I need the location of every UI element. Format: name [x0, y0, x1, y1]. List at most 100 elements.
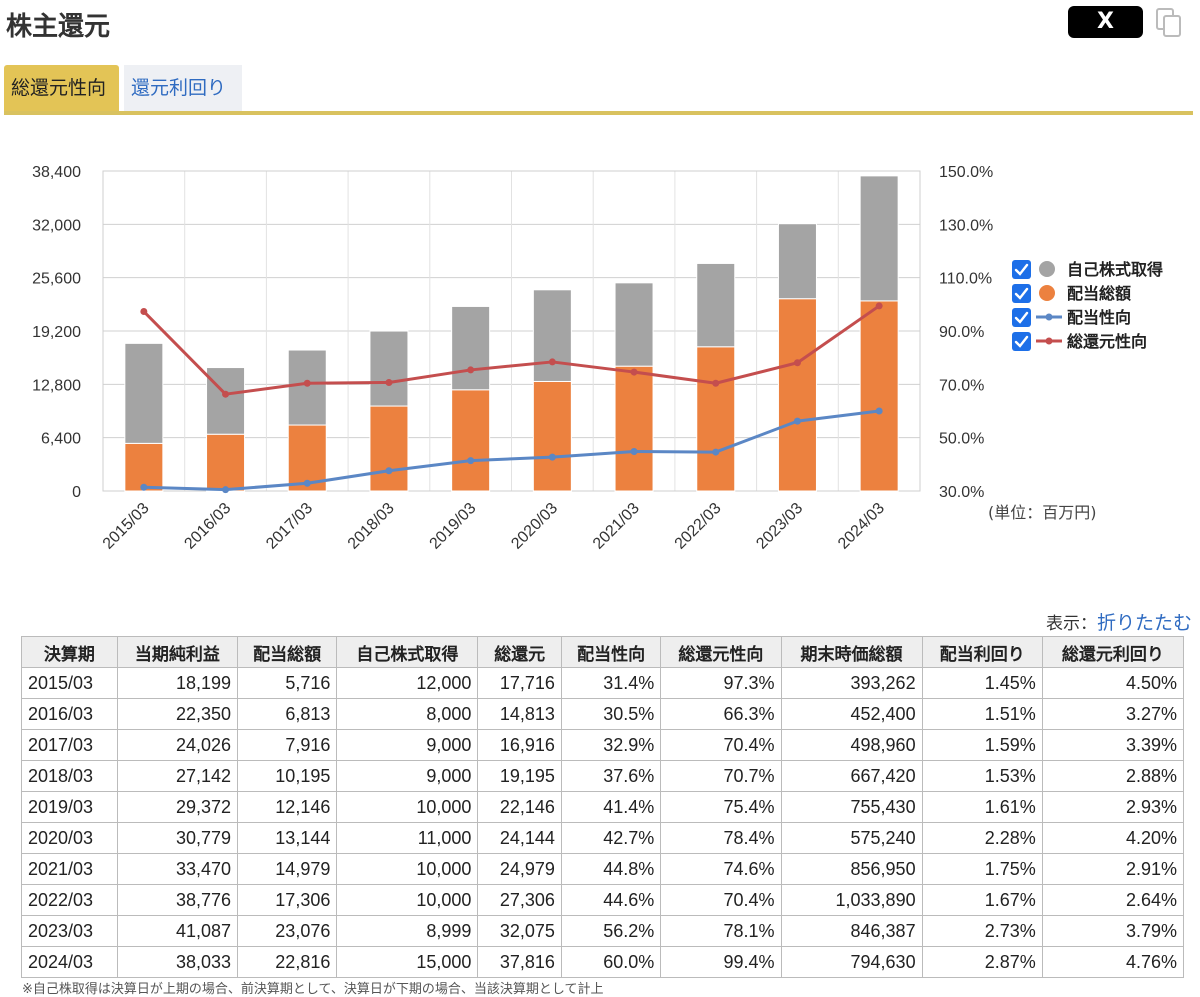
table-cell: 2017/03: [21, 729, 118, 761]
table-cell: 15,000: [336, 946, 479, 978]
table-row: 2021/03 33,470 14,979 10,000 24,979 44.8% 74.6…: [21, 853, 1185, 885]
table-cell: 24,144: [477, 822, 562, 854]
table-cell: 17,716: [477, 667, 562, 699]
tab-total-payout-ratio[interactable]: 総還元性向: [4, 65, 119, 111]
table-row: 2020/03 30,779 13,144 11,000 24,144 42.7% 78.4…: [21, 822, 1185, 854]
checkmark-icon: [1014, 263, 1029, 276]
legend-label: 自己株式取得: [1067, 260, 1163, 279]
legend-swatch: [1039, 285, 1055, 301]
table-cell: 7,916: [236, 729, 338, 761]
table-cell: 37.6%: [560, 760, 662, 792]
x-axis-tick-label: 2024/03: [835, 500, 888, 553]
legend-swatch-dot: [1045, 313, 1053, 321]
table-cell: 2018/03: [21, 760, 118, 792]
table-cell: 2.91%: [1041, 853, 1185, 885]
table-cell: 1.75%: [921, 853, 1043, 885]
table-cell: 24,026: [116, 729, 239, 761]
bar-dividend-total: [369, 405, 409, 492]
x-axis-tick-label: 2017/03: [263, 500, 316, 553]
table-cell: 16,916: [477, 729, 562, 761]
point-total-return-ratio: [385, 378, 393, 386]
x-axis-tick-label: 2016/03: [181, 500, 234, 553]
bar-share-buyback: [287, 349, 327, 426]
right-axis-tick-label: 130.0%: [939, 217, 993, 234]
table-cell: 1.59%: [921, 729, 1043, 761]
table-row: 2024/03 38,033 22,816 15,000 37,816 60.0% 99.4…: [21, 946, 1185, 978]
table-row: 2019/03 29,372 12,146 10,000 22,146 41.4% 75.4…: [21, 791, 1185, 823]
tab-return-yield[interactable]: 還元利回り: [124, 65, 242, 111]
bar-share-buyback: [532, 289, 572, 382]
point-payout-ratio: [140, 483, 148, 491]
table-cell: 755,430: [780, 791, 923, 823]
table-cell: 2016/03: [21, 698, 118, 730]
x-axis-tick-label: 2022/03: [672, 500, 725, 553]
table-cell: 29,372: [116, 791, 239, 823]
table-cell: 70.7%: [660, 760, 782, 792]
collapse-link[interactable]: 折りたたむ: [1096, 612, 1192, 634]
right-axis-tick-label: 150.0%: [939, 164, 993, 181]
table-cell: 56.2%: [560, 915, 662, 947]
table-cell: 10,000: [336, 853, 479, 885]
point-total-return-ratio: [467, 366, 475, 374]
table-cell: 498,960: [780, 729, 923, 761]
table-cell: 41.4%: [560, 791, 662, 823]
point-payout-ratio: [793, 417, 801, 425]
table-cell: 12,146: [236, 791, 338, 823]
display-label: 表示：: [1045, 614, 1097, 634]
table-row: 2015/03 18,199 5,716 12,000 17,716 31.4% 97.3%…: [21, 667, 1185, 699]
point-total-return-ratio: [712, 379, 720, 387]
unit-label: (単位：百万円): [988, 503, 1097, 522]
table-cell: 30,779: [116, 822, 239, 854]
table-cell: 1.61%: [921, 791, 1043, 823]
table-cell: 60.0%: [560, 946, 662, 978]
point-total-return-ratio: [548, 358, 556, 366]
table-cell: 31.4%: [560, 667, 662, 699]
left-axis-tick-label: 32,000: [32, 217, 81, 234]
legend-checkbox[interactable]: [1012, 308, 1031, 327]
table-cell: 4.50%: [1041, 667, 1185, 699]
bar-share-buyback: [859, 175, 899, 302]
checkmark-icon: [1014, 311, 1029, 324]
table-cell: 2015/03: [21, 667, 118, 699]
left-axis-tick-label: 38,400: [32, 164, 81, 181]
table-cell: 66.3%: [660, 698, 782, 730]
table-cell: 2021/03: [21, 853, 118, 885]
table-cell: 97.3%: [660, 667, 782, 699]
table-cell: 33,470: [116, 853, 239, 885]
table-cell: 2023/03: [21, 915, 118, 947]
bar-dividend-total: [206, 433, 246, 492]
right-axis-tick-label: 110.0%: [939, 271, 992, 288]
legend-checkbox[interactable]: [1012, 284, 1031, 303]
table-cell: 667,420: [780, 760, 923, 792]
bar-dividend-total: [614, 365, 654, 492]
table-cell: 37,816: [477, 946, 562, 978]
table-cell: 70.4%: [660, 884, 782, 916]
page-title: 株主還元: [6, 12, 111, 42]
table-cell: 9,000: [336, 760, 479, 792]
table-cell: 22,146: [477, 791, 562, 823]
left-axis-tick-label: 0: [72, 484, 81, 501]
legend-label: 総還元性向: [1067, 332, 1147, 351]
bar-dividend-total: [777, 298, 817, 492]
point-payout-ratio: [630, 448, 638, 456]
table-cell: 1.53%: [921, 760, 1043, 792]
x-share-button[interactable]: X: [1068, 6, 1143, 38]
table-display-controls: 表示：折りたたむ: [1046, 608, 1192, 635]
table-header-cell: 総還元: [477, 636, 562, 668]
bar-share-buyback: [206, 367, 246, 435]
bar-dividend-total: [451, 389, 491, 492]
x-axis-tick-label: 2020/03: [508, 500, 561, 553]
legend-checkbox[interactable]: [1012, 332, 1031, 351]
right-axis-tick-label: 70.0%: [939, 377, 984, 394]
legend-checkbox[interactable]: [1012, 260, 1031, 279]
table-cell: 8,000: [336, 698, 479, 730]
x-axis-tick-label: 2018/03: [345, 500, 398, 553]
copy-icon[interactable]: [1156, 8, 1182, 38]
bar-share-buyback: [124, 342, 164, 444]
table-header-cell: 総還元性向: [660, 636, 782, 668]
table-cell: 41,087: [116, 915, 239, 947]
left-axis-tick-label: 6,400: [41, 431, 81, 448]
point-payout-ratio: [222, 486, 230, 494]
bar-dividend-total: [859, 300, 899, 492]
table-cell: 17,306: [236, 884, 338, 916]
